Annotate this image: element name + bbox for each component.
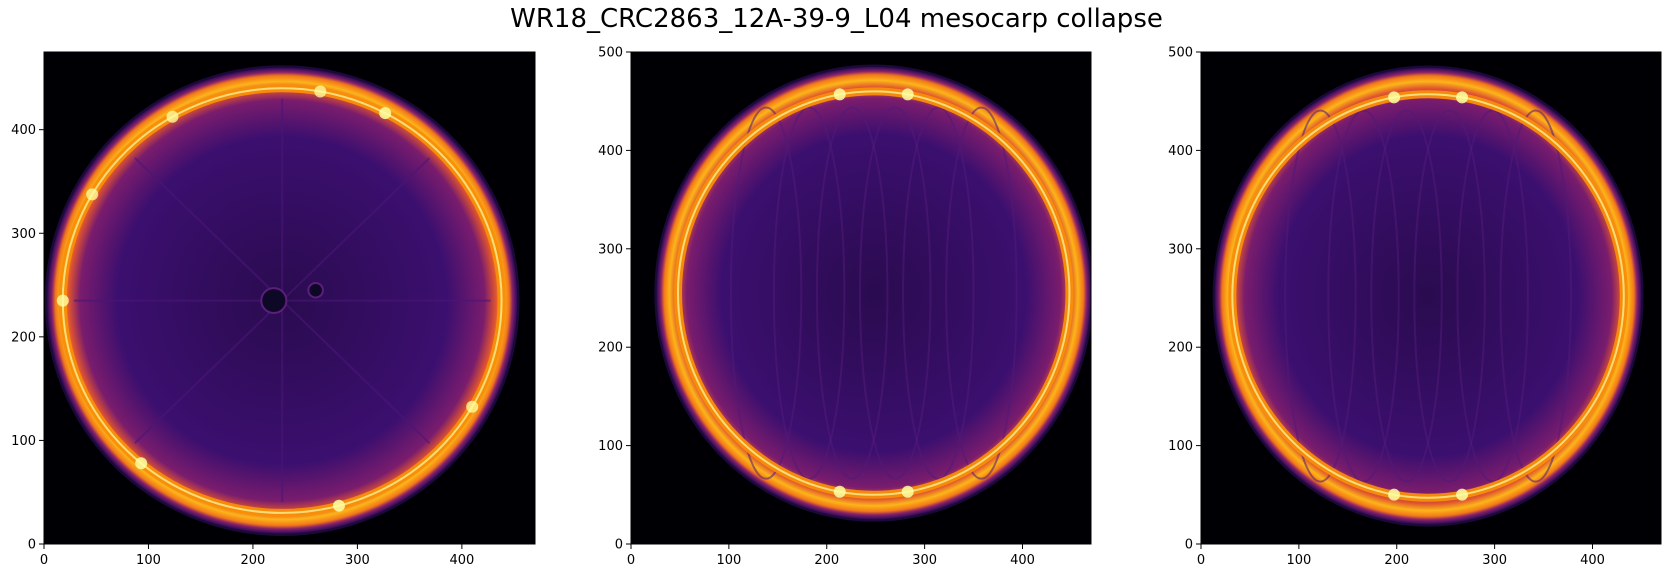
y-tick-label: 300 <box>598 242 623 257</box>
y-tick-label: 100 <box>11 434 36 449</box>
rim-lobe <box>86 188 99 201</box>
segment-line <box>772 106 846 480</box>
rim-lobe <box>901 485 914 498</box>
segment-line <box>134 299 283 444</box>
segment-line <box>1284 109 1357 483</box>
rim-lobe <box>1388 488 1401 501</box>
segment-line <box>1327 109 1400 483</box>
rim-lobe <box>1388 91 1401 104</box>
rim-lobe <box>332 499 345 512</box>
y-tick-label: 400 <box>1168 144 1193 159</box>
segment-line <box>1499 109 1572 483</box>
hole <box>260 287 288 315</box>
y-tick-label: 500 <box>1168 46 1193 61</box>
x-tick-label: 0 <box>627 553 635 568</box>
axes-frame <box>43 51 536 545</box>
x-tick-label: 0 <box>40 553 48 568</box>
segment-line <box>859 106 932 480</box>
axes-frame <box>1200 51 1662 545</box>
rim-highlight <box>1231 93 1625 499</box>
y-tick-label: 400 <box>598 144 623 159</box>
rim-lobe <box>901 88 914 101</box>
segment-line <box>729 106 803 480</box>
rim-lobe <box>1456 488 1469 501</box>
x-tick-label: 0 <box>1197 553 1205 568</box>
x-tick-label: 300 <box>1482 553 1507 568</box>
segment-line <box>1413 109 1486 483</box>
subplot-2: 0 100 200 300 400 0 100 200 300 400 500 <box>598 46 1092 568</box>
figure-title: WR18_CRC2863_12A-39-9_L04 mesocarp colla… <box>510 4 1163 34</box>
rim-lobe <box>379 107 392 120</box>
segment-line <box>1370 109 1443 483</box>
y-tick-label: 100 <box>1168 439 1193 454</box>
x-tick-label: 100 <box>716 553 741 568</box>
rim-lobe <box>135 457 148 470</box>
rim-lobe <box>833 485 846 498</box>
x-tick-label: 300 <box>345 553 370 568</box>
rim-lobe <box>1456 91 1469 104</box>
segment-line <box>281 157 431 302</box>
x-tick-label: 100 <box>136 553 161 568</box>
y-tick-label: 400 <box>11 123 36 138</box>
segment-line <box>902 106 975 480</box>
rim-highlight <box>676 90 1071 496</box>
axes-frame <box>630 51 1092 545</box>
y-tick-label: 100 <box>598 439 623 454</box>
x-tick-label: 400 <box>449 553 474 568</box>
segment-line <box>815 106 889 480</box>
rim-lobe <box>314 85 327 98</box>
y-tick-label: 300 <box>1168 242 1193 257</box>
segment-line <box>1456 109 1529 483</box>
y-tick-label: 0 <box>1185 538 1193 553</box>
x-tick-label: 300 <box>912 553 937 568</box>
y-tick-label: 0 <box>28 538 36 553</box>
segment-line <box>281 299 431 444</box>
y-tick-label: 0 <box>615 538 623 553</box>
fruit-body <box>656 66 1091 520</box>
subplot-1: 0 100 200 300 400 0 100 200 300 400 <box>11 51 536 568</box>
x-tick-label: 200 <box>814 553 839 568</box>
subplot-3: 0 100 200 300 400 0 100 200 300 400 500 <box>1168 46 1662 568</box>
hole <box>307 281 324 299</box>
rim-lobe <box>466 400 479 413</box>
rim-lobe <box>833 88 846 101</box>
rim-lobe <box>166 110 179 123</box>
x-tick-label: 200 <box>241 553 266 568</box>
x-tick-label: 400 <box>1580 553 1605 568</box>
segment-line <box>134 157 283 302</box>
y-tick-label: 200 <box>598 341 623 356</box>
x-tick-label: 200 <box>1384 553 1409 568</box>
y-tick-label: 200 <box>1168 341 1193 356</box>
rim-lobe <box>56 294 69 307</box>
y-tick-label: 300 <box>11 227 36 242</box>
x-tick-label: 400 <box>1010 553 1035 568</box>
y-tick-label: 500 <box>598 46 623 61</box>
y-tick-label: 200 <box>11 330 36 345</box>
segment-line <box>945 106 1018 480</box>
fruit-body <box>1214 67 1642 525</box>
x-tick-label: 100 <box>1286 553 1311 568</box>
